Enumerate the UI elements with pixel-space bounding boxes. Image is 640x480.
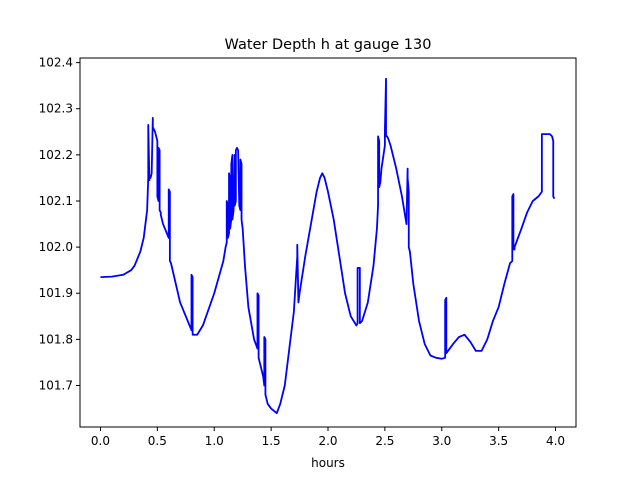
chart-title: Water Depth h at gauge 130: [225, 37, 432, 53]
x-tick-label: 0.0: [91, 434, 110, 448]
y-tick-label: 102.2: [39, 148, 73, 162]
series-group: [100, 77, 556, 415]
y-tick-label: 102.0: [39, 240, 73, 254]
series-line-1: [100, 77, 556, 415]
y-tick-label: 102.4: [39, 56, 73, 70]
x-tick-label: 1.0: [205, 434, 224, 448]
x-tick-label: 2.5: [375, 434, 394, 448]
x-axis: 0.0 0.5 1.0 1.5 2.0 2.5 3.0 3.5 4.0: [91, 427, 565, 448]
x-tick-label: 0.5: [148, 434, 167, 448]
x-tick-label: 3.5: [489, 434, 508, 448]
x-axis-title: hours: [311, 456, 345, 470]
y-tick-label: 102.1: [39, 194, 73, 208]
x-tick-label: 3.0: [432, 434, 451, 448]
x-tick-label: 1.5: [262, 434, 281, 448]
x-tick-label: 2.0: [318, 434, 337, 448]
y-tick-label: 101.9: [39, 286, 73, 300]
y-tick-label: 101.7: [39, 378, 73, 392]
x-tick-label: 4.0: [546, 434, 565, 448]
y-axis: 101.7 101.8 101.9 102.0 102.1 102.2 102.3 102.4: [39, 56, 80, 392]
plot-frame: [79, 57, 577, 428]
y-tick-label: 101.8: [39, 332, 73, 346]
plot-area: [80, 58, 576, 427]
y-tick-label: 102.3: [39, 102, 73, 116]
